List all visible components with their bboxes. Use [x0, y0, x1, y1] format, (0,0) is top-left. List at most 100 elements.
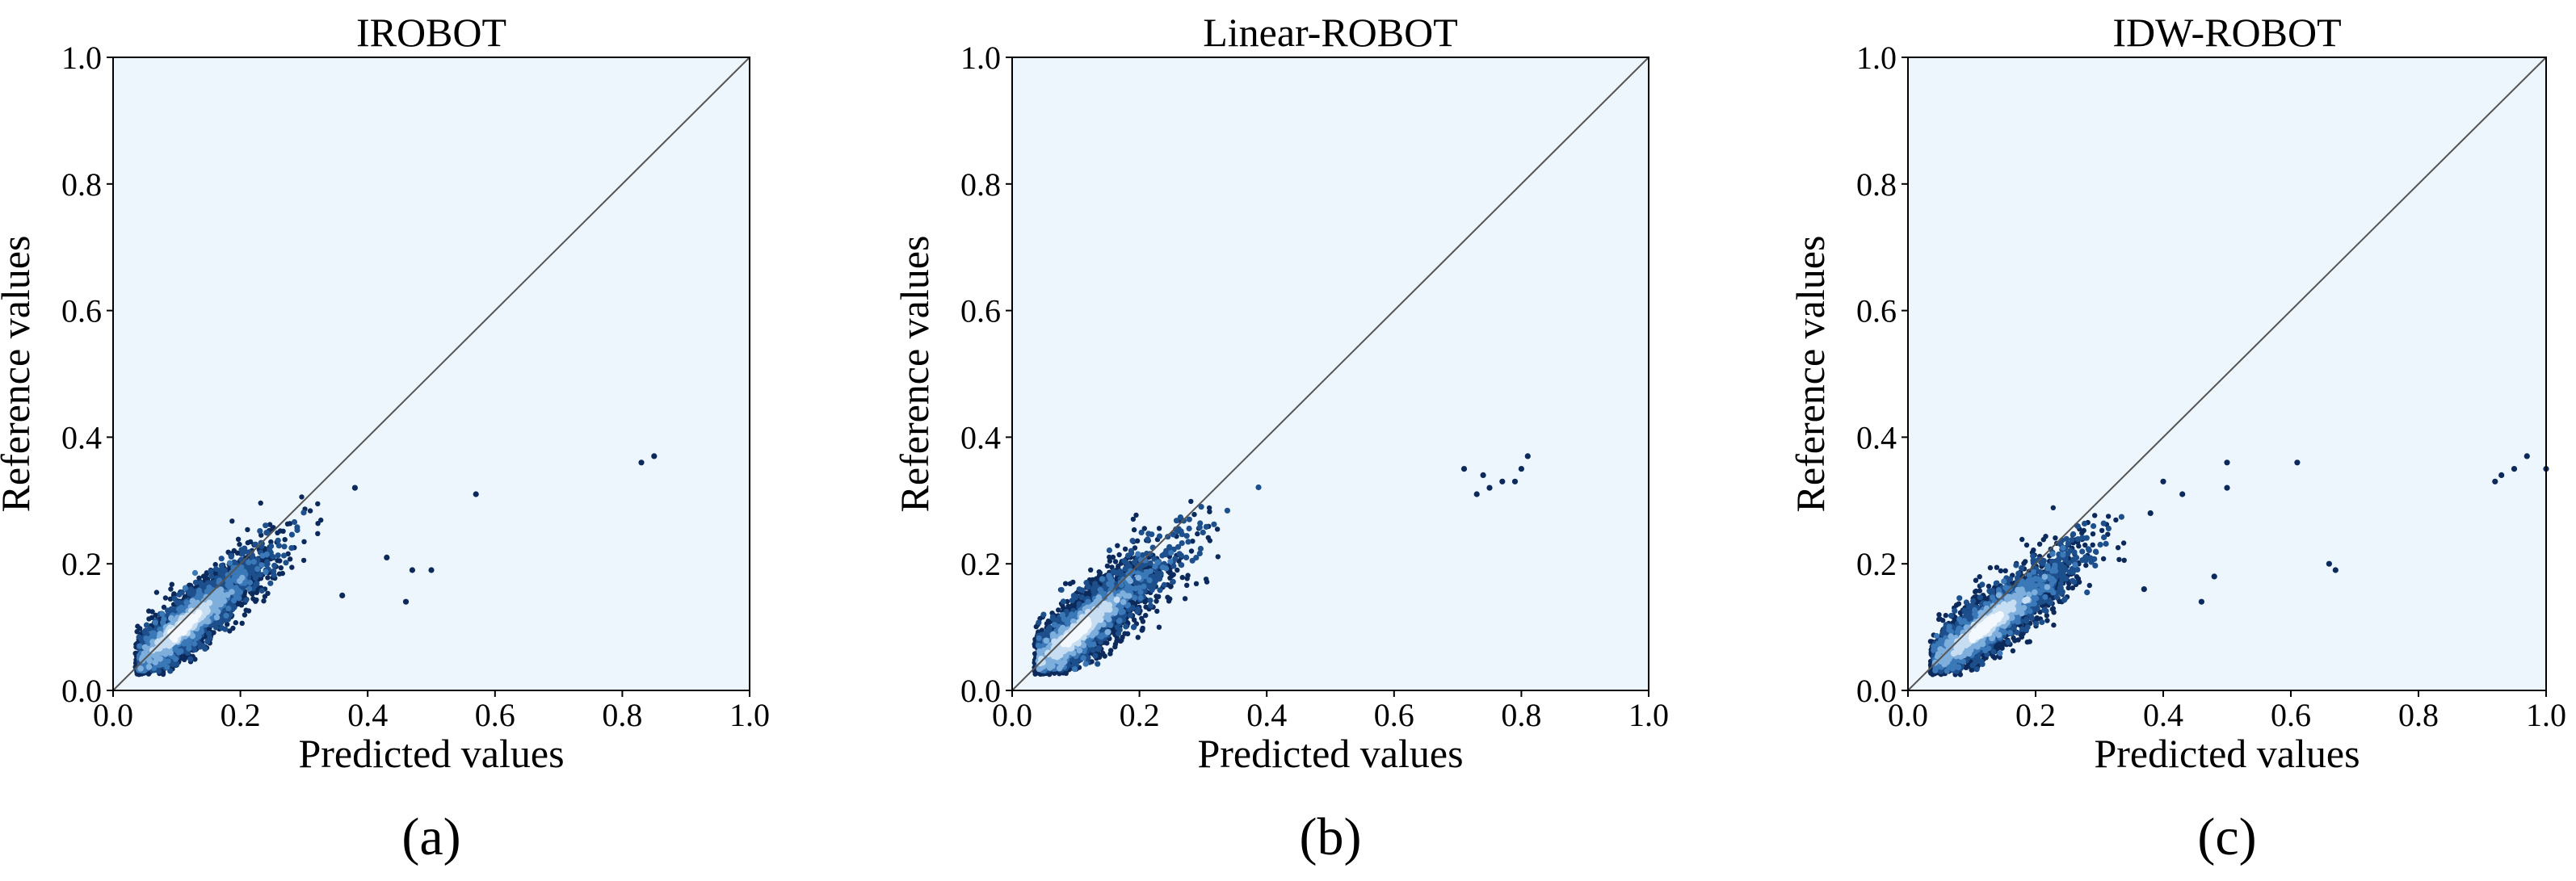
- density-point: [287, 556, 293, 562]
- density-point: [318, 517, 324, 523]
- density-point: [277, 558, 283, 564]
- density-core-point: [288, 531, 295, 538]
- density-core-point: [242, 597, 250, 603]
- density-core-point: [151, 665, 158, 672]
- density-core-point: [271, 562, 278, 569]
- density-core-point: [236, 594, 242, 602]
- density-core-point: [275, 543, 282, 549]
- density-core-point: [196, 640, 203, 647]
- density-core-point: [195, 633, 202, 640]
- density-point: [285, 551, 291, 556]
- density-core-point: [258, 562, 265, 568]
- density-point: [225, 621, 230, 627]
- density-point: [275, 530, 280, 535]
- density-core-point: [170, 661, 177, 668]
- density-point: [233, 619, 238, 626]
- density-point: [315, 521, 321, 527]
- density-core-point: [264, 560, 271, 567]
- density-point: [250, 591, 255, 597]
- density-point: [276, 571, 283, 577]
- density-point: [278, 565, 284, 571]
- density-point: [300, 557, 307, 564]
- density-core-point: [257, 528, 263, 535]
- density-core-point: [175, 649, 182, 656]
- density-core-point: [152, 619, 158, 626]
- density-point: [243, 607, 249, 613]
- density-core-point: [223, 612, 229, 619]
- density-core-point: [226, 560, 233, 566]
- density-point: [284, 521, 291, 527]
- density-point: [289, 564, 295, 570]
- density-core-point: [300, 510, 307, 516]
- density-core-point: [231, 559, 237, 565]
- density-point: [171, 592, 178, 598]
- density-point: [192, 657, 198, 662]
- density-core-point: [204, 580, 211, 586]
- density-core-point: [136, 634, 142, 640]
- density-core-point: [187, 656, 194, 662]
- density-point: [245, 539, 250, 546]
- density-core-point: [227, 581, 233, 588]
- density-point: [229, 518, 235, 524]
- density-point: [262, 594, 268, 599]
- density-core-point: [254, 566, 261, 573]
- density-point: [307, 508, 313, 514]
- density-point: [315, 501, 321, 507]
- density-core-point: [250, 559, 257, 565]
- density-core-point: [233, 585, 239, 591]
- density-point: [182, 657, 187, 662]
- density-core-point: [191, 569, 199, 577]
- density-core-point: [288, 545, 295, 552]
- density-core-point: [162, 660, 168, 666]
- density-point: [265, 575, 271, 581]
- density-core-point: [294, 524, 300, 531]
- density-point: [146, 616, 152, 622]
- density-point: [167, 596, 174, 602]
- density-core-point: [246, 559, 252, 566]
- density-core-point: [187, 589, 193, 596]
- density-point: [242, 612, 248, 618]
- density-core-point: [275, 552, 281, 559]
- density-core-point: [195, 590, 202, 598]
- density-core-point: [263, 522, 269, 529]
- density-core-point: [267, 580, 274, 586]
- density-core-point: [283, 560, 289, 566]
- density-core-point: [271, 572, 277, 578]
- density-point: [258, 500, 263, 506]
- density-core-point: [192, 579, 199, 585]
- density-point: [162, 595, 169, 601]
- density-core-point: [208, 568, 214, 575]
- density-point: [254, 597, 259, 603]
- density-core-point: [183, 639, 190, 645]
- density-core-point: [218, 556, 225, 562]
- density-core-point: [217, 570, 224, 577]
- panel-a: 0.0 0.2 0.4 0.6 0.8 1.00.00.20.40.60.81.0IROB…: [0, 10, 770, 866]
- density-core-point: [186, 645, 192, 652]
- density-core-point: [263, 568, 269, 576]
- density-core-point: [205, 630, 212, 637]
- density-core-point: [212, 620, 219, 627]
- density-core-point: [171, 595, 178, 602]
- density-core-point: [137, 643, 143, 649]
- density-point: [315, 531, 321, 536]
- density-core-point: [225, 572, 231, 578]
- density-core-point: [238, 547, 245, 553]
- density-point: [239, 620, 245, 626]
- density-point: [261, 598, 267, 604]
- density-core-point: [231, 598, 237, 604]
- density-point: [230, 625, 236, 631]
- density-core-point: [222, 626, 229, 632]
- density-core-point: [176, 591, 183, 598]
- density-core-point: [191, 640, 198, 647]
- density-point: [299, 494, 305, 500]
- density-point: [282, 537, 288, 543]
- density-core-point: [197, 580, 204, 586]
- density-core-point: [275, 537, 281, 543]
- density-core-point: [238, 564, 245, 571]
- density-core-point: [246, 579, 254, 586]
- density-core-point: [291, 518, 298, 526]
- density-core-point: [204, 588, 210, 595]
- density-core-point: [208, 573, 215, 580]
- density-core-point: [281, 543, 288, 550]
